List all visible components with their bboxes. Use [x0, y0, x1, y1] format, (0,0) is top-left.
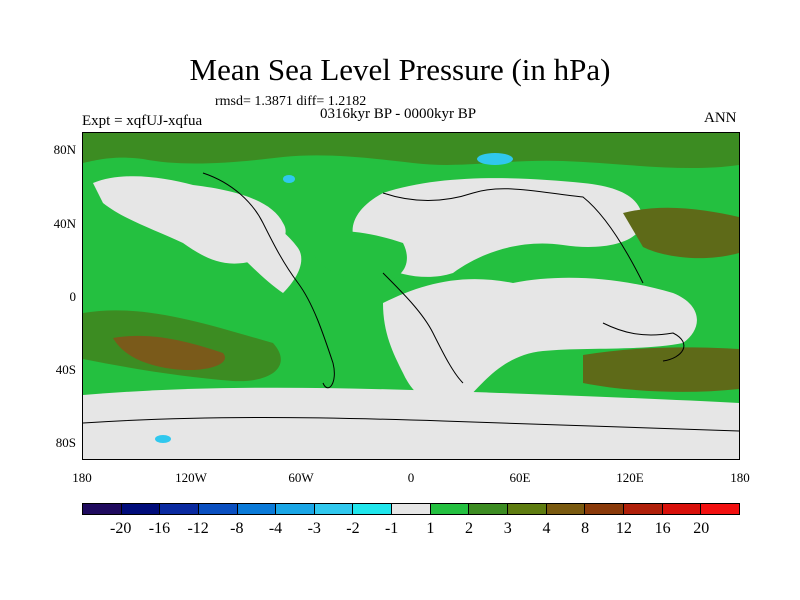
colorbar-label-10: 3	[503, 520, 512, 537]
antarctic-blue-spot	[155, 435, 171, 443]
colorbar-box-14	[623, 504, 663, 514]
x-label-60w: 60W	[288, 470, 314, 485]
colorbar-label-0: -20	[110, 520, 132, 537]
colorbar-label-11: 4	[542, 520, 551, 537]
stats-label: rmsd= 1.3871 diff= 1.2182	[215, 94, 367, 109]
colorbar-label-6: -2	[346, 520, 360, 537]
coastlines	[82, 172, 740, 432]
colorbar-box-12	[546, 504, 586, 514]
colorbar-label-13: 12	[615, 520, 632, 537]
colorbar-box-10	[469, 504, 509, 514]
colorbar-box-5	[276, 504, 315, 514]
colorbar	[82, 503, 740, 515]
colorbar-label-2: -12	[187, 520, 209, 537]
colorbar-label-7: -1	[384, 520, 399, 537]
y-label-40n: 40N	[53, 216, 76, 231]
colorbar-label-14: 16	[654, 520, 671, 537]
season-label: ANN	[704, 110, 737, 126]
x-label-180w: 180	[72, 470, 92, 485]
x-label-60e: 60E	[509, 470, 531, 485]
x-label-0: 0	[407, 470, 415, 485]
y-label-80s: 80S	[55, 435, 76, 450]
antarctica-white	[83, 387, 739, 459]
plot-title: Mean Sea Level Pressure (in hPa)	[189, 52, 611, 87]
colorbar-label-1: -16	[148, 520, 171, 537]
eurasia-white	[352, 178, 643, 277]
colorbar-box-8	[392, 504, 431, 514]
y-label-40s: 40S	[55, 362, 76, 377]
y-label-0: 0	[69, 289, 77, 304]
south-pacific-brown	[113, 335, 225, 371]
southern-white	[383, 277, 697, 406]
colorbar-label-8: 1	[426, 520, 435, 537]
colorbar-box-3	[198, 504, 238, 514]
colorbar-box-13	[585, 504, 624, 514]
colorbar-box-16	[701, 504, 739, 514]
experiment-label: Expt = xqfUJ-xqfua	[82, 113, 203, 129]
y-label-80n: 80N	[53, 142, 76, 157]
atlantic-green	[313, 231, 407, 283]
colorbar-box-6	[314, 504, 354, 514]
colorbar-box-2	[160, 504, 199, 514]
colorbar-box-1	[121, 504, 161, 514]
x-label-120w: 120W	[175, 470, 207, 485]
colorbar-label-5: -3	[307, 520, 321, 537]
indian-ocean-olive	[583, 347, 739, 392]
siberia-blue-spot	[477, 153, 513, 165]
north-pacific-olive	[623, 207, 739, 259]
pressure-map	[82, 132, 740, 460]
x-label-180e: 180	[730, 470, 750, 485]
colorbar-label-3: -8	[230, 520, 244, 537]
x-label-120e: 120E	[616, 470, 644, 485]
colorbar-box-0	[83, 504, 122, 514]
colorbar-box-7	[353, 504, 393, 514]
colorbar-box-9	[430, 504, 470, 514]
period-label: 0316kyr BP - 0000kyr BP	[320, 106, 477, 122]
colorbar-label-15: 20	[693, 520, 710, 537]
colorbar-label-9: 2	[465, 520, 474, 537]
colorbar-box-11	[508, 504, 547, 514]
colorbar-box-4	[237, 504, 277, 514]
arctic-dark-green	[83, 133, 739, 169]
arctic-blue-spot	[283, 175, 295, 183]
map-canvas	[82, 133, 740, 459]
central-america-white	[233, 219, 302, 293]
colorbar-label-12: 8	[581, 520, 590, 537]
colorbar-box-15	[662, 504, 702, 514]
colorbar-label-4: -4	[268, 520, 283, 537]
